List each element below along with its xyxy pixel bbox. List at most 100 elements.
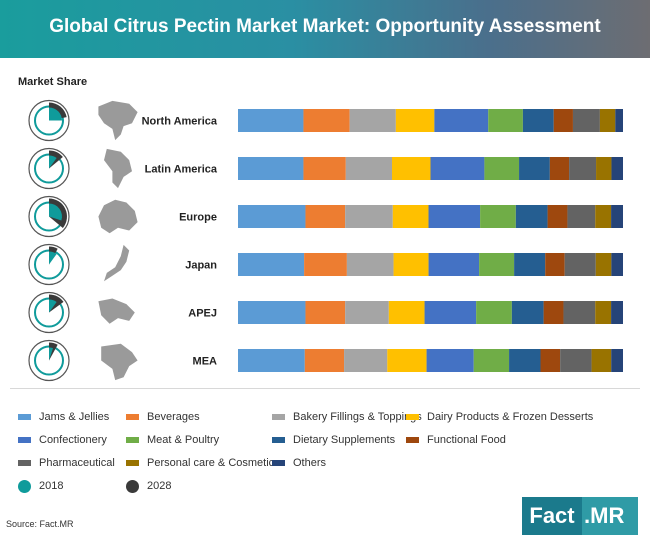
legend-swatch [272,460,285,466]
bar-segment [305,301,345,324]
bar-segment [554,109,573,132]
bar-segment [238,109,303,132]
legend-year-dot [126,480,139,493]
legend-label: Confectionery [39,434,107,446]
category-label: Europe [179,212,217,224]
bar-segment [480,205,516,228]
divider [10,388,640,389]
bar-segment [429,253,480,276]
legend-item: Dietary Supplements [272,433,395,447]
bar-segment [238,349,305,372]
logo-text-right: .MR [582,497,638,535]
legend-label: Meat & Poultry [147,434,219,446]
bar-segment [394,253,429,276]
legend-swatch [126,437,139,443]
bar-segment [347,253,394,276]
legend-swatch [18,414,31,420]
bar-segment [305,205,345,228]
legend-swatch [126,414,139,420]
bar-segment [611,157,623,180]
legend-label: Bakery Fillings & Toppings [293,411,422,423]
legend-swatch [272,414,285,420]
bar-segment [434,109,488,132]
bar-segment [563,301,595,324]
bar-segment [544,301,564,324]
bar-segment [484,157,519,180]
bar-segment [611,301,623,324]
bar-segment [345,301,389,324]
legend-item: Others [272,456,326,470]
legend-label: Dairy Products & Frozen Desserts [427,411,593,423]
legend-item: Dairy Products & Frozen Desserts [406,410,593,424]
category-label: Latin America [145,164,218,176]
bar-segment [425,301,477,324]
legend-swatch [18,460,31,466]
bar-segment [431,157,485,180]
bar-segment [611,205,623,228]
logo-text-left: Fact [522,497,582,535]
bar-segment [396,109,435,132]
bar-segment [600,109,615,132]
bar-segment [304,253,347,276]
bar-segment [567,205,595,228]
legend-item: Functional Food [406,433,506,447]
bar-segment [238,157,303,180]
bar-segment [541,349,561,372]
bar-segment [519,157,550,180]
bar-segment [238,301,305,324]
legend-swatch [126,460,139,466]
bar-segment [615,109,623,132]
bar-segment [516,205,548,228]
bar-segment [393,205,429,228]
bar-segment [592,349,612,372]
bar-segment [550,157,569,180]
bar-segment [569,157,596,180]
legend-item: Personal care & Cosmetics [126,456,280,470]
legend-year-label: 2028 [147,480,171,492]
bar-segment [238,205,305,228]
legend-label: Jams & Jellies [39,411,109,423]
region-map-icon [101,344,137,380]
legend-swatch [406,437,419,443]
bar-segment [344,349,387,372]
category-label: North America [142,116,218,128]
legend-label: Functional Food [427,434,506,446]
bar-segment [303,157,345,180]
bar-segment [565,253,596,276]
legend-item: Bakery Fillings & Toppings [272,410,422,424]
bar-segment [488,109,523,132]
legend-year-item: 2018 [18,479,63,493]
legend-item: Pharmaceutical [18,456,115,470]
legend-item: Confectionery [18,433,107,447]
bar-segment [573,109,600,132]
legend-swatch [406,414,419,420]
bar-segment [479,253,514,276]
region-map-icon [98,101,137,140]
category-label: Japan [185,260,217,272]
bar-segment [548,205,568,228]
bar-segment [474,349,509,372]
region-map-icon [104,149,132,188]
bar-segment [596,253,612,276]
legend-label: Beverages [147,411,200,423]
bar-segment [596,157,611,180]
bar-segment [509,349,540,372]
bar-segment [429,205,481,228]
bar-segment [392,157,431,180]
bar-segment [523,109,554,132]
category-label: MEA [193,356,218,368]
factmr-logo: Fact .MR [522,497,638,535]
legend-label: Personal care & Cosmetics [147,457,280,469]
bar-segment [389,301,425,324]
bar-segment [595,301,611,324]
legend-item: Meat & Poultry [126,433,219,447]
bar-segment [611,253,623,276]
bar-segment [476,301,512,324]
bar-segment [545,253,564,276]
bar-segment [560,349,591,372]
legend-item: Beverages [126,410,200,424]
legend-label: Pharmaceutical [39,457,115,469]
category-label: APEJ [188,308,217,320]
legend-year-label: 2018 [39,480,63,492]
legend-year-item: 2028 [126,479,171,493]
